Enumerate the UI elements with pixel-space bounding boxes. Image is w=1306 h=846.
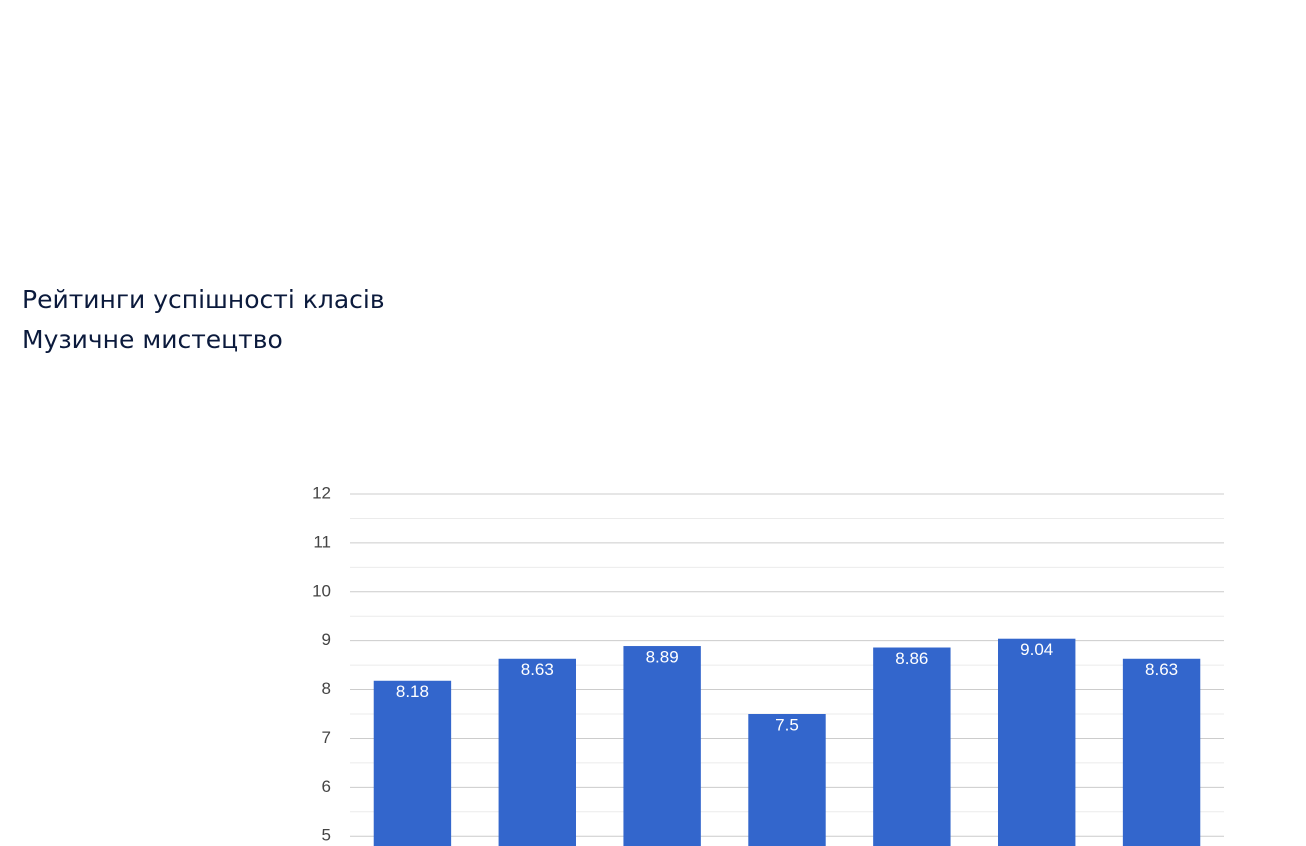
bar xyxy=(498,658,576,846)
y-tick-label: 6 xyxy=(322,777,331,796)
data-label: 9.04 xyxy=(1020,640,1053,659)
y-tick-label: 8 xyxy=(322,679,331,698)
bar xyxy=(748,714,826,846)
y-tick-label: 7 xyxy=(322,728,331,747)
y-tick-label: 12 xyxy=(312,483,331,502)
y-tick-label: 11 xyxy=(313,532,331,551)
data-label: 8.63 xyxy=(1145,660,1178,679)
data-label: 7.5 xyxy=(775,715,799,734)
page-subtitle: Музичне мистецтво xyxy=(22,325,283,354)
page-title: Рейтинги успішності класів xyxy=(22,285,385,314)
bar xyxy=(373,680,452,846)
data-label: 8.86 xyxy=(895,649,928,668)
bar xyxy=(1122,658,1201,846)
y-tick-label: 10 xyxy=(312,581,331,600)
y-tick-label: 5 xyxy=(322,826,331,845)
data-label: 8.63 xyxy=(521,660,554,679)
data-label: 8.18 xyxy=(396,682,429,701)
bar xyxy=(623,646,701,846)
bar xyxy=(873,647,951,846)
data-label: 8.89 xyxy=(646,648,679,667)
bar xyxy=(998,638,1076,846)
y-tick-label: 9 xyxy=(322,630,331,649)
